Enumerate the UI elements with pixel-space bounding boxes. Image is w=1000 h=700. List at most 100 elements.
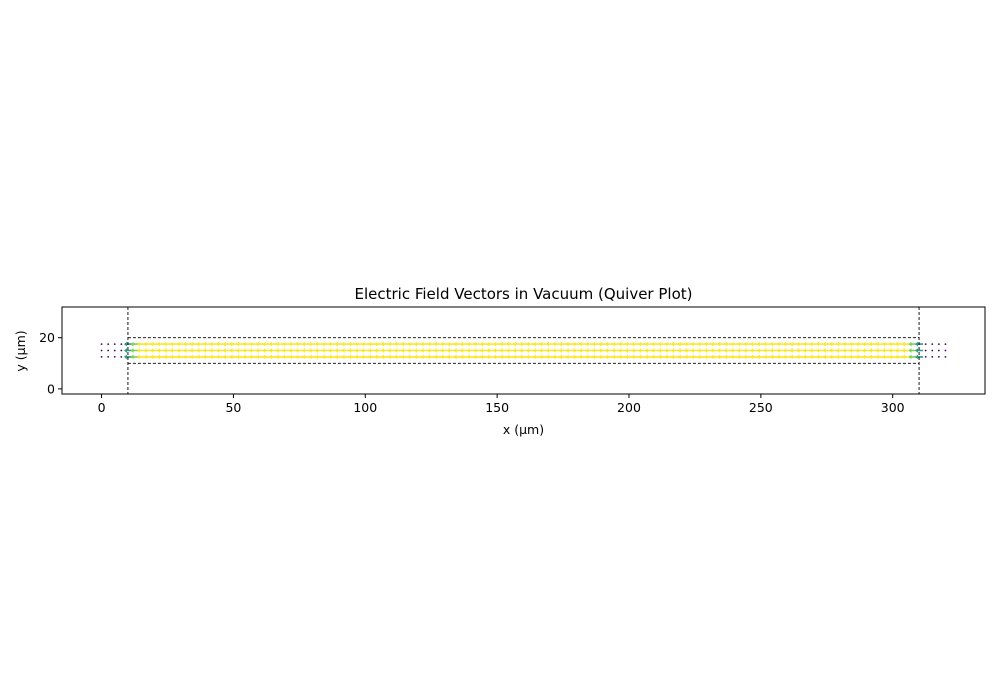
field-vector-arrow (519, 348, 528, 353)
field-vector-arrow (367, 341, 376, 347)
field-vector-arrow (236, 354, 245, 360)
field-vector-arrow (756, 354, 765, 360)
field-vector-arrow (387, 354, 396, 360)
field-vector-arrow (334, 341, 343, 347)
field-vector-arrow (578, 348, 587, 353)
field-vector-dot (924, 343, 927, 346)
field-vector-arrow (624, 348, 633, 353)
field-vector-arrow (262, 354, 271, 360)
field-vector-arrow (592, 354, 601, 360)
field-vector-arrow (677, 354, 686, 360)
field-vector-arrow (512, 341, 521, 347)
field-vector-arrow (315, 341, 324, 347)
field-vector-arrow (875, 348, 884, 353)
field-vector-arrow (479, 354, 488, 360)
field-vector-arrow (196, 341, 205, 347)
field-vector-arrow (249, 348, 258, 353)
field-vector-arrow (743, 348, 752, 353)
field-vector-arrow (216, 354, 225, 360)
field-vector-dot (120, 343, 123, 346)
field-vector-dot (107, 349, 110, 352)
field-vector-arrow (849, 354, 858, 360)
field-vector-arrow (189, 354, 198, 360)
field-vector-arrow (697, 354, 706, 360)
field-vector-arrow (585, 341, 594, 347)
field-vector-arrow (763, 354, 772, 360)
field-vector-arrow (288, 354, 297, 360)
field-vector-arrow (407, 354, 416, 360)
field-vector-arrow (710, 348, 719, 353)
field-vector-arrow (196, 348, 205, 353)
field-vector-arrow (539, 354, 548, 360)
field-vector-arrow (361, 348, 370, 353)
field-vector-arrow (473, 348, 482, 353)
field-vector-arrow (453, 348, 462, 353)
field-vector-arrow (829, 341, 838, 347)
field-vector-arrow (486, 354, 495, 360)
field-vector-arrow (835, 341, 844, 347)
x-tick-label: 0 (98, 400, 106, 415)
field-vector-arrow (809, 348, 818, 353)
field-vector-arrow (677, 341, 686, 347)
field-vector-arrow (427, 354, 436, 360)
field-vector-arrow (868, 341, 877, 347)
field-vector-arrow (730, 348, 739, 353)
field-vector-arrow (592, 341, 601, 347)
field-vector-arrow (334, 348, 343, 353)
field-vector-arrow (796, 354, 805, 360)
field-vector-arrow (123, 354, 132, 360)
field-vector-arrow (750, 348, 759, 353)
field-vector-arrow (572, 341, 581, 347)
field-vector-arrow (737, 341, 746, 347)
field-vector-dot (107, 343, 110, 346)
field-vector-arrow (328, 354, 337, 360)
field-vector-arrow (611, 354, 620, 360)
field-vector-arrow (203, 341, 212, 347)
field-vector-arrow (275, 341, 284, 347)
field-vector-arrow (150, 354, 159, 360)
field-vector-dot (100, 355, 103, 358)
field-vector-arrow (697, 348, 706, 353)
field-vector-arrow (460, 348, 469, 353)
field-vector-arrow (690, 348, 699, 353)
field-vector-arrow (493, 354, 502, 360)
field-vector-arrow (816, 348, 825, 353)
field-vector-arrow (572, 354, 581, 360)
field-vector-arrow (130, 341, 139, 347)
field-vector-arrow (453, 341, 462, 347)
field-vector-arrow (486, 348, 495, 353)
field-vector-arrow (367, 354, 376, 360)
field-vector-arrow (348, 354, 357, 360)
field-vector-arrow (618, 348, 627, 353)
field-vector-arrow (704, 354, 713, 360)
field-vector-arrow (888, 354, 897, 360)
field-vector-arrow (631, 354, 640, 360)
field-vector-arrow (242, 354, 251, 360)
field-vector-arrow (473, 341, 482, 347)
field-vector-arrow (512, 348, 521, 353)
field-vector-arrow (624, 354, 633, 360)
field-vector-arrow (598, 341, 607, 347)
field-vector-arrow (763, 341, 772, 347)
field-vector-arrow (717, 348, 726, 353)
field-vector-arrow (697, 341, 706, 347)
field-vector-arrow (532, 348, 541, 353)
field-vector-arrow (381, 341, 390, 347)
field-vector-arrow (552, 348, 561, 353)
vector-field (100, 341, 947, 360)
y-axis-ticks: 0 20 (39, 330, 62, 396)
field-vector-arrow (532, 341, 541, 347)
field-vector-arrow (381, 354, 390, 360)
field-vector-arrow (209, 348, 218, 353)
field-vector-arrow (816, 341, 825, 347)
field-vector-arrow (882, 341, 891, 347)
field-vector-arrow (644, 341, 653, 347)
field-vector-arrow (895, 341, 904, 347)
field-vector-arrow (414, 354, 423, 360)
plot-area (100, 307, 947, 394)
field-vector-arrow (644, 348, 653, 353)
field-vector-arrow (183, 348, 192, 353)
field-vector-arrow (743, 341, 752, 347)
field-vector-arrow (730, 354, 739, 360)
